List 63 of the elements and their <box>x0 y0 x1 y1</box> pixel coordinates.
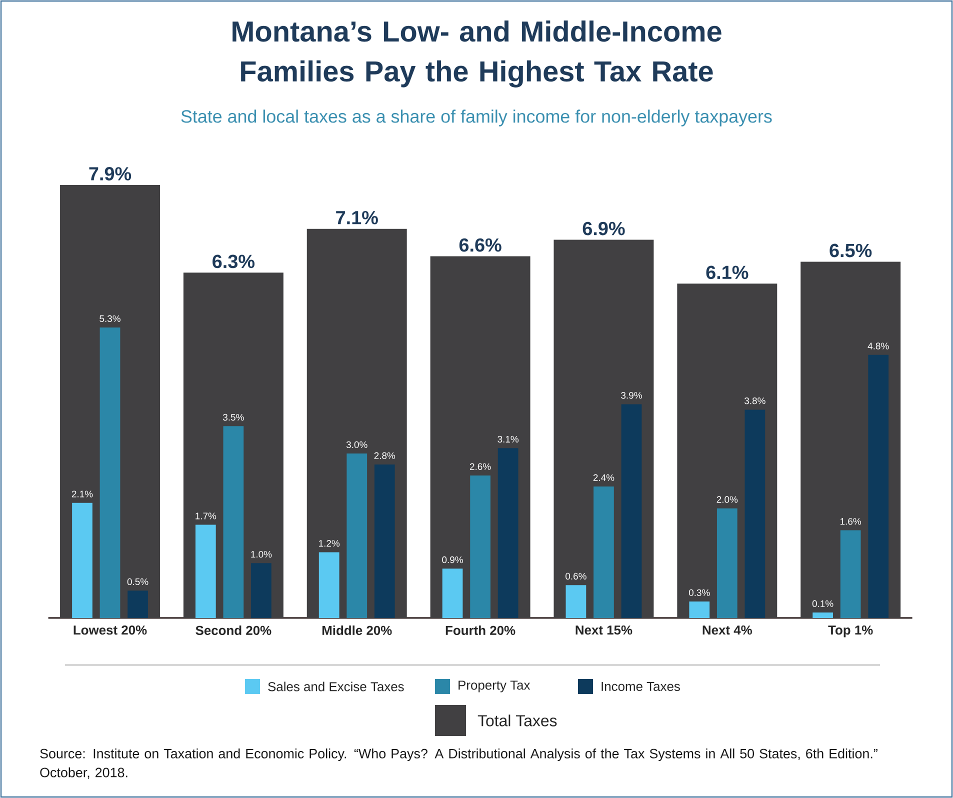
data-label: 2.1% <box>72 490 93 498</box>
data-label: 0.1% <box>812 600 834 607</box>
bar <box>442 568 463 618</box>
data-label: 3.8% <box>744 397 766 404</box>
legend-label: Sales and Excise Taxes <box>268 682 404 692</box>
data-label: 3.1% <box>498 436 519 443</box>
bar <box>100 327 120 618</box>
bar <box>223 426 244 618</box>
data-label: 2.4% <box>593 474 614 481</box>
chart-title: Montana’s Low- and Middle-Income Families Pay the Highest Tax Rate <box>232 20 722 88</box>
data-label: 0.5% <box>127 578 148 586</box>
bar <box>72 502 92 618</box>
x-tick-label: Next 15% <box>576 626 632 635</box>
data-label: 5.3% <box>100 315 120 322</box>
data-label: 4.8% <box>868 342 889 350</box>
bar <box>498 448 518 618</box>
bar <box>346 454 368 618</box>
x-tick-label: Lowest 20% <box>74 626 147 635</box>
bar <box>128 590 148 618</box>
data-label: 2.8% <box>374 452 396 459</box>
data-label: 3.9% <box>621 392 642 399</box>
bar <box>318 552 340 618</box>
data-label: 0.6% <box>566 572 586 580</box>
x-tick-label: Middle 20% <box>322 626 392 636</box>
legend-label: Property Tax <box>458 680 530 692</box>
data-label: 3.5% <box>223 414 244 421</box>
bar <box>621 404 642 618</box>
data-label: 7.1% <box>336 210 378 224</box>
bar <box>716 508 738 618</box>
chart-subtitle: State and local taxes as a share of family income for non-elderly taxpayers <box>181 110 772 126</box>
data-label: 1.2% <box>319 540 340 547</box>
data-label: 6.9% <box>582 222 625 236</box>
x-tick-label: Second 20% <box>196 626 272 636</box>
bar <box>195 524 216 618</box>
bar <box>812 612 833 618</box>
x-tick-label: Top 1% <box>828 626 873 638</box>
bar <box>840 530 861 618</box>
data-label: 0.3% <box>688 589 710 596</box>
bar <box>744 410 766 618</box>
data-label: 7.9% <box>89 167 132 180</box>
legend-label: Income Taxes <box>602 682 680 691</box>
data-label: 2.0% <box>716 496 738 503</box>
bar <box>470 475 490 618</box>
bar <box>566 585 586 618</box>
bar <box>689 602 710 618</box>
data-label: 3.0% <box>346 441 368 448</box>
data-label: 6.5% <box>830 244 872 258</box>
data-label: 1.7% <box>196 512 216 520</box>
data-label: 1.0% <box>251 550 272 558</box>
bar <box>251 563 272 618</box>
data-label: 6.6% <box>459 238 502 252</box>
bar <box>868 354 889 618</box>
data-label: 6.3% <box>212 254 255 268</box>
x-tick-label: Next 4% <box>702 626 752 635</box>
bar <box>594 486 614 618</box>
data-label: 2.6% <box>470 463 491 470</box>
bar <box>374 464 395 618</box>
x-tick-label: Fourth 20% <box>446 626 516 636</box>
source-note: Source: Institute on Taxation and Economic Policy. “Who Pays? A Distributional Analysis of the Tax Systems in All 50 States, 6th Edition.” October, 2018. <box>40 748 878 779</box>
legend-label: Total Taxes <box>478 714 557 726</box>
data-label: 6.1% <box>706 266 748 280</box>
data-label: 0.9% <box>442 556 463 564</box>
data-label: 1.6% <box>840 518 862 525</box>
